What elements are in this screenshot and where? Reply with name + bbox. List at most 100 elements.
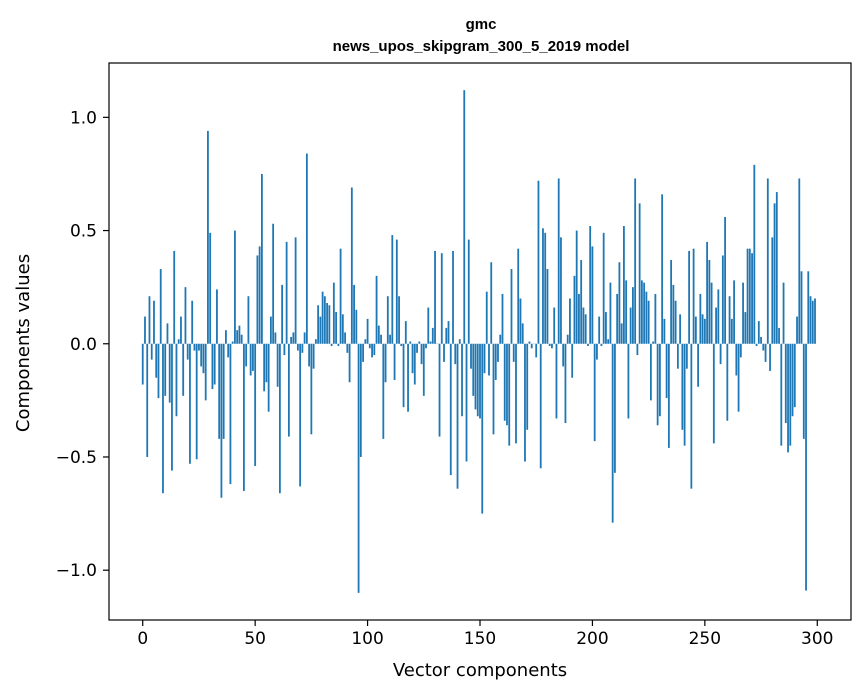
bar-272 [753, 164, 756, 344]
bar-75 [310, 343, 313, 435]
bar-254 [712, 343, 715, 444]
bar-285 [782, 282, 785, 344]
bar-297 [809, 296, 812, 344]
bar-42 [236, 330, 239, 344]
bar-187 [562, 343, 565, 367]
bar-199 [589, 226, 592, 344]
bar-158 [497, 343, 499, 362]
bar-18 [182, 343, 185, 396]
bar-13 [171, 343, 173, 471]
bar-6 [155, 343, 158, 378]
bar-211 [616, 293, 619, 344]
bar-129 [431, 327, 434, 344]
bar-60 [276, 343, 279, 387]
bar-283 [778, 327, 780, 344]
bar-135 [445, 327, 448, 344]
bar-262 [730, 318, 733, 344]
bar-286 [784, 343, 787, 424]
x-axis-label: Vector components [393, 660, 567, 681]
bar-27 [202, 343, 205, 374]
bar-115 [400, 343, 403, 347]
bar-92 [348, 343, 351, 383]
bar-45 [243, 343, 245, 491]
bar-198 [587, 343, 589, 347]
bar-128 [429, 341, 432, 344]
bar-181 [548, 343, 551, 347]
bar-109 [386, 296, 389, 344]
bar-220 [636, 343, 639, 356]
bar-85 [332, 282, 335, 344]
bar-247 [697, 343, 699, 387]
bar-61 [278, 343, 281, 494]
bar-261 [728, 296, 731, 344]
bar-145 [467, 239, 470, 344]
bar-38 [227, 343, 230, 358]
bar-30 [209, 232, 212, 344]
bar-17 [180, 316, 182, 344]
bars-group [141, 90, 816, 593]
bar-9 [162, 343, 164, 494]
bar-53 [261, 173, 263, 344]
bar-250 [703, 318, 706, 344]
bar-168 [519, 298, 522, 344]
bar-266 [739, 343, 742, 358]
bar-290 [793, 343, 796, 408]
bar-271 [751, 253, 753, 344]
bar-219 [634, 178, 637, 344]
bar-65 [287, 343, 290, 437]
bar-161 [503, 343, 506, 421]
bar-166 [515, 343, 517, 444]
bar-189 [566, 334, 569, 344]
bar-66 [290, 336, 293, 344]
bar-90 [344, 332, 346, 344]
bar-149 [476, 343, 479, 417]
bar-58 [272, 223, 275, 344]
bar-113 [395, 239, 398, 344]
bar-127 [427, 307, 430, 344]
bar-89 [341, 314, 344, 344]
bar-87 [337, 343, 340, 347]
bar-124 [420, 343, 423, 365]
bar-186 [560, 237, 562, 344]
bar-94 [353, 284, 355, 344]
bar-251 [706, 241, 708, 344]
bar-102 [371, 343, 373, 358]
bar-33 [216, 289, 218, 344]
bar-1 [144, 316, 146, 344]
bar-253 [710, 282, 713, 344]
bar-142 [461, 343, 463, 417]
bar-216 [627, 343, 630, 419]
bar-232 [663, 318, 666, 344]
bar-228 [654, 293, 657, 344]
bar-291 [796, 316, 798, 344]
bar-298 [811, 300, 814, 344]
bar-146 [470, 343, 472, 369]
bar-184 [555, 343, 558, 419]
bar-171 [526, 343, 529, 430]
bar-88 [339, 248, 342, 344]
bar-133 [440, 253, 443, 344]
x-tick-label: 150 [464, 629, 496, 649]
bar-296 [807, 271, 810, 344]
bar-155 [490, 262, 493, 344]
chart-title-line2: news_upos_skipgram_300_5_2019 model [333, 38, 630, 55]
bar-29 [207, 130, 209, 344]
bar-120 [411, 343, 414, 374]
bar-170 [524, 343, 526, 462]
bar-48 [249, 343, 252, 376]
bar-22 [191, 300, 194, 344]
bar-152 [483, 343, 486, 374]
bar-148 [474, 343, 477, 410]
bar-130 [434, 250, 436, 344]
bar-200 [591, 246, 594, 344]
bar-243 [688, 250, 691, 344]
bar-227 [652, 341, 655, 344]
bar-194 [578, 293, 580, 344]
bar-275 [760, 336, 762, 344]
bar-137 [449, 343, 452, 476]
bar-289 [791, 343, 794, 417]
bar-176 [537, 180, 540, 344]
bar-69 [296, 343, 299, 351]
bar-195 [580, 259, 583, 344]
bar-164 [510, 269, 513, 344]
